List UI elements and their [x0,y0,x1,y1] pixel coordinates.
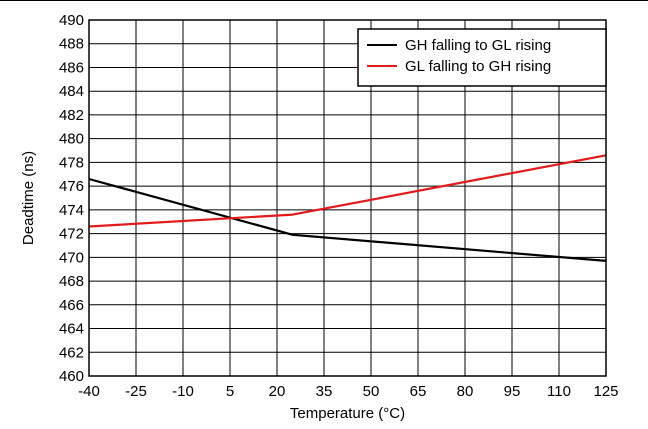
x-tick-label: 125 [593,383,618,400]
y-tick-label: 468 [59,273,84,290]
y-tick-label: 474 [59,202,84,219]
y-tick-label: 482 [59,107,84,124]
y-tick-label: 472 [59,226,84,243]
x-tick-label: 80 [457,383,474,400]
legend-label-gl-falling: GL falling to GH rising [405,58,551,75]
x-axis-title: Temperature (°C) [290,405,405,422]
y-tick-label: 478 [59,154,84,171]
x-tick-label: -25 [125,383,147,400]
y-axis-title: Deadtime (ns) [20,151,37,245]
x-tick-label: 95 [504,383,521,400]
grid [89,20,606,376]
legend-box [357,28,607,87]
x-tick-label: -10 [172,383,194,400]
y-tick-label: 490 [59,12,84,29]
series-line-1 [88,154,607,228]
y-tick-label: 466 [59,297,84,314]
x-tick-labels: -40 -25 -10 5 20 35 50 65 80 95 110 125 [78,383,618,400]
x-tick-label: 20 [269,383,286,400]
x-tick-label: 110 [547,383,571,400]
x-tick-label: 5 [226,383,234,400]
series-lines [88,154,607,262]
y-tick-labels: 460 462 464 466 468 470 472 474 476 478 480 482 484 4… [59,12,84,385]
y-tick-label: 480 [59,131,84,148]
y-tick-label: 484 [59,83,84,100]
y-tick-label: 476 [59,178,84,195]
y-tick-label: 470 [59,249,84,266]
top-rule [0,0,648,1]
legend: GH falling to GL rising GL falling to GH… [357,28,607,87]
y-tick-label: 462 [59,344,84,361]
y-tick-label: 464 [59,321,84,338]
y-tick-label: 488 [59,36,84,53]
legend-label-gh-falling: GH falling to GL rising [405,37,551,54]
plot-frame [88,19,607,377]
y-tick-label: 486 [59,59,84,76]
x-tick-label: 50 [363,383,380,400]
x-tick-label: 65 [410,383,427,400]
series-line-0 [88,177,607,262]
y-tick-label: 460 [59,368,84,385]
x-tick-label: 35 [316,383,333,400]
x-tick-label: -40 [78,383,100,400]
